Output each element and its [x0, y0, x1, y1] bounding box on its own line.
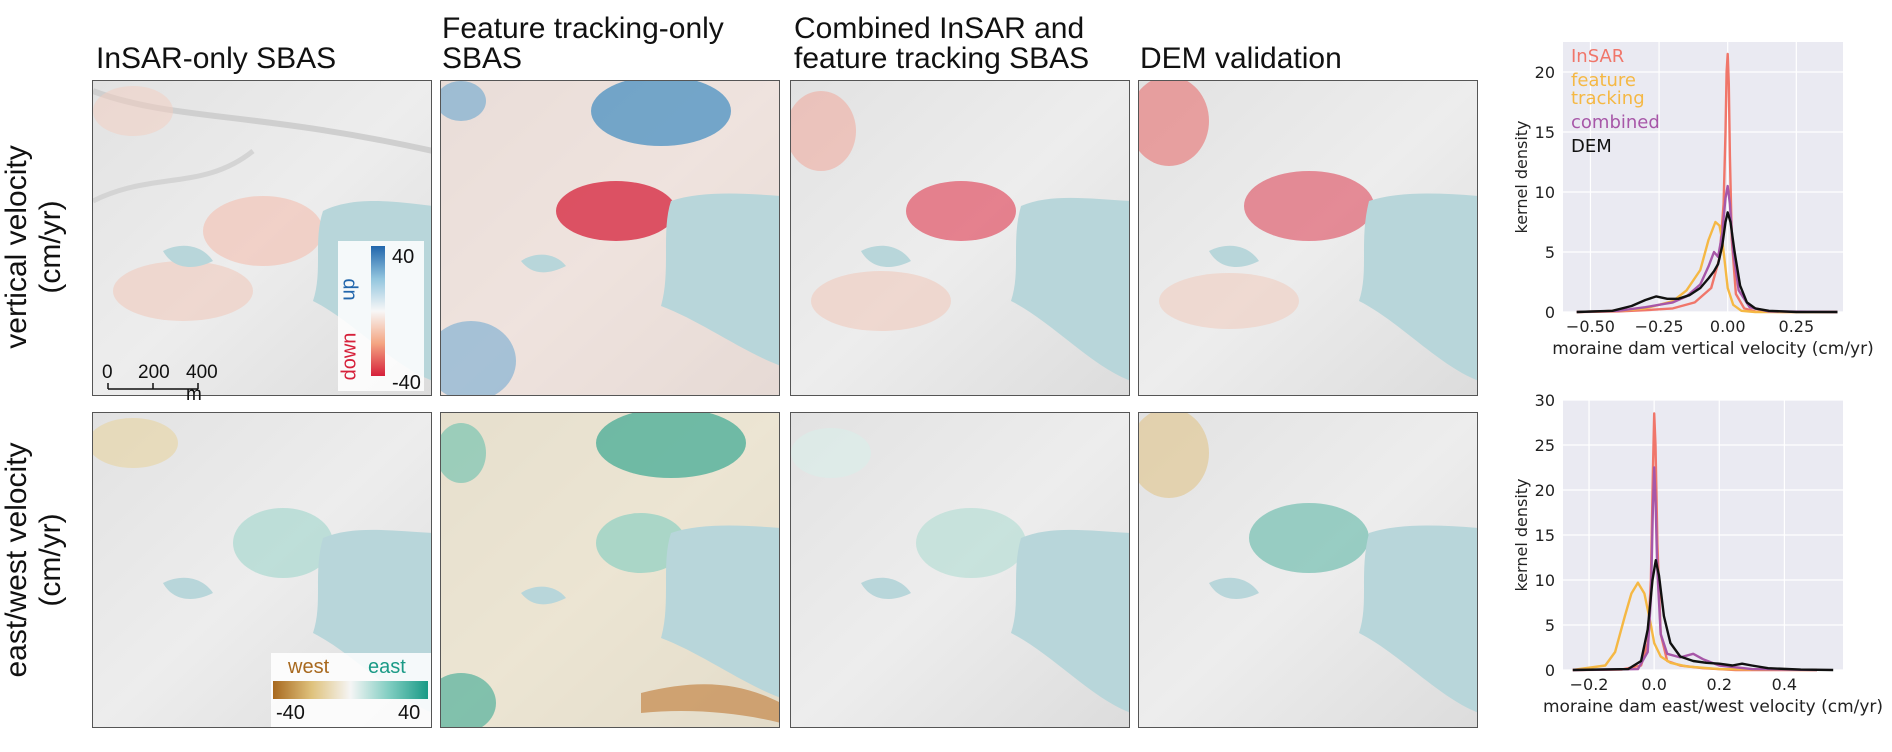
y-tick-label: 25	[1535, 436, 1555, 455]
map-eastwest-insar	[92, 412, 432, 728]
series-line-dem	[1576, 211, 1838, 314]
y-tick-label: 5	[1545, 243, 1555, 262]
kde-vertical-chart: −0.50 −0.25 0.00 0.25 0 5 10 15 20 kernel density…	[1512, 42, 1874, 359]
scalebar-400: 400 m	[186, 362, 218, 405]
x-tick-label: 0.4	[1772, 675, 1797, 694]
legend-insar: InSAR	[1571, 46, 1624, 67]
y-tick-label: 5	[1545, 616, 1555, 635]
x-tick-label: 0.00	[1710, 317, 1746, 336]
x-axis-label: moraine dam vertical velocity (cm/yr)	[1552, 339, 1873, 359]
y-tick-label: 30	[1535, 391, 1555, 410]
y-tick-label: 0	[1545, 303, 1555, 322]
legend-feature-tracking: tracking	[1571, 88, 1645, 109]
series-line-insar	[1576, 52, 1838, 314]
colorbar-label-up: up	[337, 278, 360, 301]
colorbar-vertical-min: -40	[392, 372, 421, 394]
row-label-eastwest: east/west velocity (cm/yr)	[0, 410, 70, 710]
x-tick-label: −0.2	[1570, 675, 1609, 694]
x-tick-label: 0.0	[1641, 675, 1666, 694]
y-axis-label: kernel density	[1512, 478, 1531, 591]
y-tick-label: 10	[1535, 571, 1555, 590]
colorbar-ew-max: 40	[398, 702, 421, 724]
map-vertical-insar	[92, 80, 432, 396]
series-line-feature	[1572, 581, 1818, 672]
y-tick-label: 15	[1535, 526, 1555, 545]
legend-feature-tracking: feature	[1571, 70, 1636, 91]
colorbar-label-east: east	[368, 656, 406, 678]
x-tick-label: −0.50	[1566, 317, 1615, 336]
colorbar-vertical-max: 40	[392, 246, 415, 268]
col-title-feature-line2: SBAS	[442, 42, 523, 75]
series-line-combined	[1576, 184, 1838, 314]
y-tick-label: 0	[1545, 661, 1555, 680]
row-label-vertical-line1: vertical velocity	[0, 145, 33, 349]
map-vertical-combined	[790, 80, 1130, 396]
y-tick-label: 15	[1535, 123, 1555, 142]
col-title-feature-line1: Feature tracking-only	[442, 12, 724, 45]
x-tick-label: 0.2	[1707, 675, 1732, 694]
col-title-dem: DEM validation	[1140, 42, 1342, 75]
row-label-vertical-line2: (cm/yr)	[34, 200, 67, 294]
x-axis-label: moraine dam east/west velocity (cm/yr)	[1543, 697, 1883, 717]
legend-dem: DEM	[1571, 136, 1612, 157]
colorbar-label-down: down	[338, 332, 361, 381]
row-label-vertical: vertical velocity (cm/yr)	[0, 97, 70, 397]
y-axis-label: kernel density	[1512, 120, 1531, 233]
y-tick-label: 20	[1535, 481, 1555, 500]
scalebar-200: 200	[138, 362, 170, 383]
col-title-combined-line2: feature tracking SBAS	[794, 42, 1090, 75]
map-vertical-dem	[1138, 80, 1478, 396]
map-eastwest-combined	[790, 412, 1130, 728]
row-label-eastwest-line2: (cm/yr)	[34, 513, 67, 607]
row-label-eastwest-line1: east/west velocity	[0, 442, 33, 678]
col-title-insar: InSAR-only SBAS	[96, 42, 337, 75]
x-tick-label: −0.25	[1635, 317, 1684, 336]
colorbar-label-west: west	[288, 656, 330, 678]
series-line-dem	[1572, 559, 1834, 672]
scalebar-0: 0	[102, 362, 113, 383]
col-title-combined-line1: Combined InSAR and	[794, 12, 1085, 45]
colorbar-ew-min: -40	[276, 702, 305, 724]
map-eastwest-feature	[440, 412, 780, 728]
y-tick-label: 20	[1535, 63, 1555, 82]
legend-combined: combined	[1571, 112, 1660, 133]
map-eastwest-dem	[1138, 412, 1478, 728]
kde-eastwest-chart: −0.2 0.0 0.2 0.4 0 5 10 15 20 25 30 kernel density m…	[1512, 391, 1883, 717]
x-tick-label: 0.25	[1779, 317, 1815, 336]
map-vertical-feature	[440, 80, 780, 396]
y-tick-label: 10	[1535, 183, 1555, 202]
